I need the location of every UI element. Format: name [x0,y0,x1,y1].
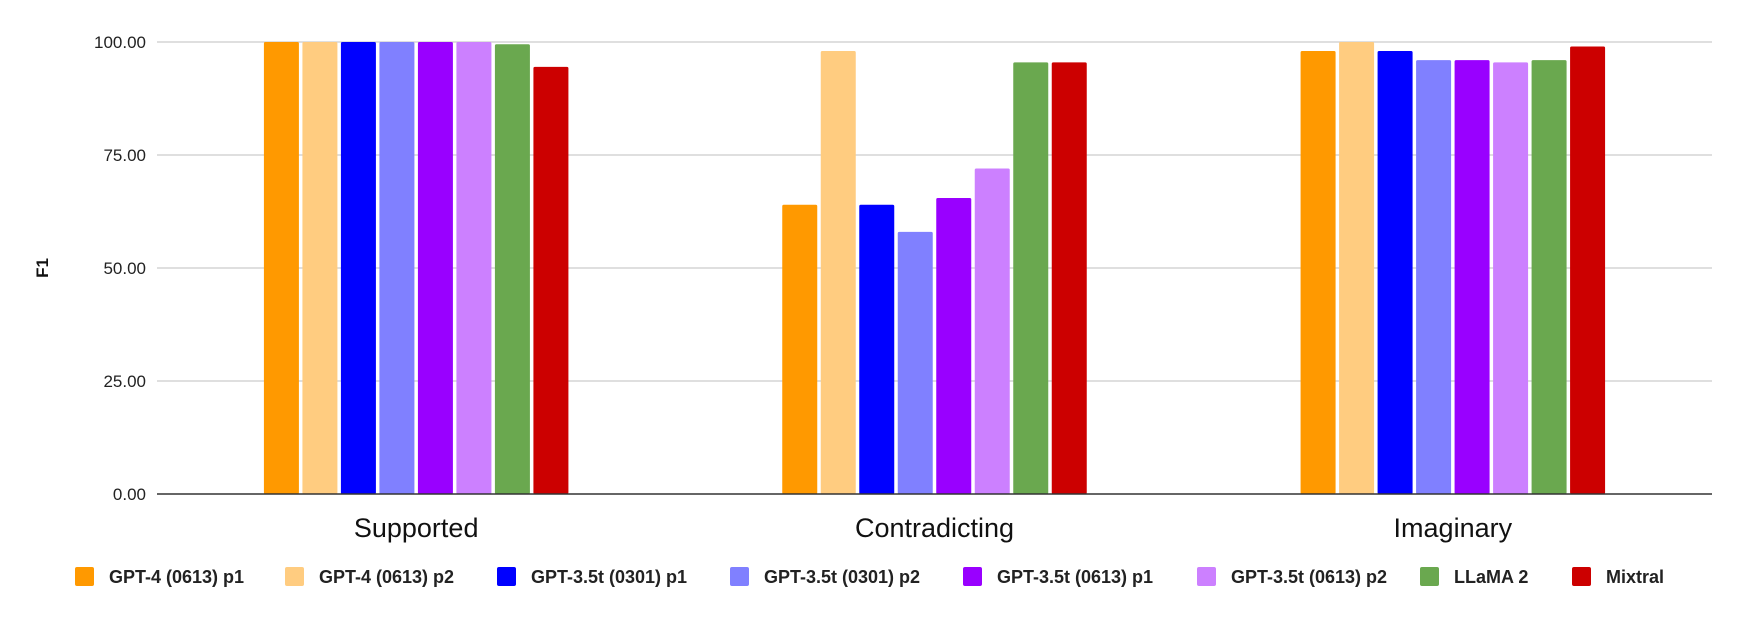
legend-label: GPT-3.5t (0613) p1 [997,567,1153,587]
y-axis-ticks: 0.00 25.00 50.00 75.00 100.00 [94,33,146,504]
legend-swatch [285,567,304,586]
bar-contradicting-6 [1013,62,1049,495]
legend-item: GPT-3.5t (0301) p1 [497,567,687,587]
bar-imaginary-0 [1300,51,1336,494]
legend-swatch [497,567,516,586]
bar-contradicting-5 [974,168,1010,494]
legend-swatch [75,567,94,586]
bar-supported-7 [533,66,569,495]
legend-swatch [1572,567,1591,586]
bar-supported-4 [417,42,453,494]
legend-item: GPT-4 (0613) p1 [75,567,244,587]
bar-imaginary-6 [1531,60,1567,494]
bar-supported-3 [379,42,415,494]
bar-imaginary-4 [1454,60,1490,494]
legend-swatch [730,567,749,586]
bar-supported-2 [340,42,376,494]
legend-swatch [1197,567,1216,586]
legend-swatch [1420,567,1439,586]
legend-item: GPT-3.5t (0613) p1 [963,567,1153,587]
bar-imaginary-5 [1493,62,1529,495]
bar-imaginary-7 [1570,46,1606,495]
bar-contradicting-1 [820,51,856,494]
legend-label: Mixtral [1606,567,1664,587]
legend-item: Mixtral [1572,567,1664,587]
bar-contradicting-3 [897,231,933,494]
legend-item: LLaMA 2 [1420,567,1528,587]
legend-swatch [963,567,982,586]
category-labels: Supported Contradicting Imaginary [354,513,1513,543]
legend-item: GPT-3.5t (0613) p2 [1197,567,1387,587]
legend-item: GPT-4 (0613) p2 [285,567,454,587]
bar-imaginary-3 [1416,60,1452,494]
y-tick-label: 100.00 [94,33,146,52]
legend-label: GPT-3.5t (0301) p2 [764,567,920,587]
legend-item: GPT-3.5t (0301) p2 [730,567,920,587]
bar-imaginary-2 [1377,51,1413,494]
bar-contradicting-0 [782,204,818,494]
category-label: Imaginary [1394,513,1513,543]
y-tick-label: 25.00 [103,372,146,391]
bar-supported-5 [456,42,492,494]
bar-supported-1 [302,42,338,494]
category-label: Contradicting [855,513,1014,543]
y-tick-label: 50.00 [103,259,146,278]
legend-label: GPT-4 (0613) p2 [319,567,454,587]
legend-label: GPT-3.5t (0301) p1 [531,567,687,587]
bars [263,42,1606,495]
legend-label: LLaMA 2 [1454,567,1528,587]
legend-label: GPT-4 (0613) p1 [109,567,244,587]
bar-contradicting-4 [936,197,972,494]
y-axis-title: F1 [33,258,52,278]
bar-contradicting-2 [859,204,895,494]
category-label: Supported [354,513,479,543]
legend: GPT-4 (0613) p1 GPT-4 (0613) p2 GPT-3.5t (… [75,567,1664,587]
gridlines [157,41,1712,382]
bar-supported-6 [494,44,530,494]
bar-imaginary-1 [1339,42,1375,494]
y-tick-label: 75.00 [103,146,146,165]
bar-supported-0 [263,42,299,494]
y-tick-label: 0.00 [113,485,146,504]
legend-label: GPT-3.5t (0613) p2 [1231,567,1387,587]
bar-contradicting-7 [1051,62,1087,495]
